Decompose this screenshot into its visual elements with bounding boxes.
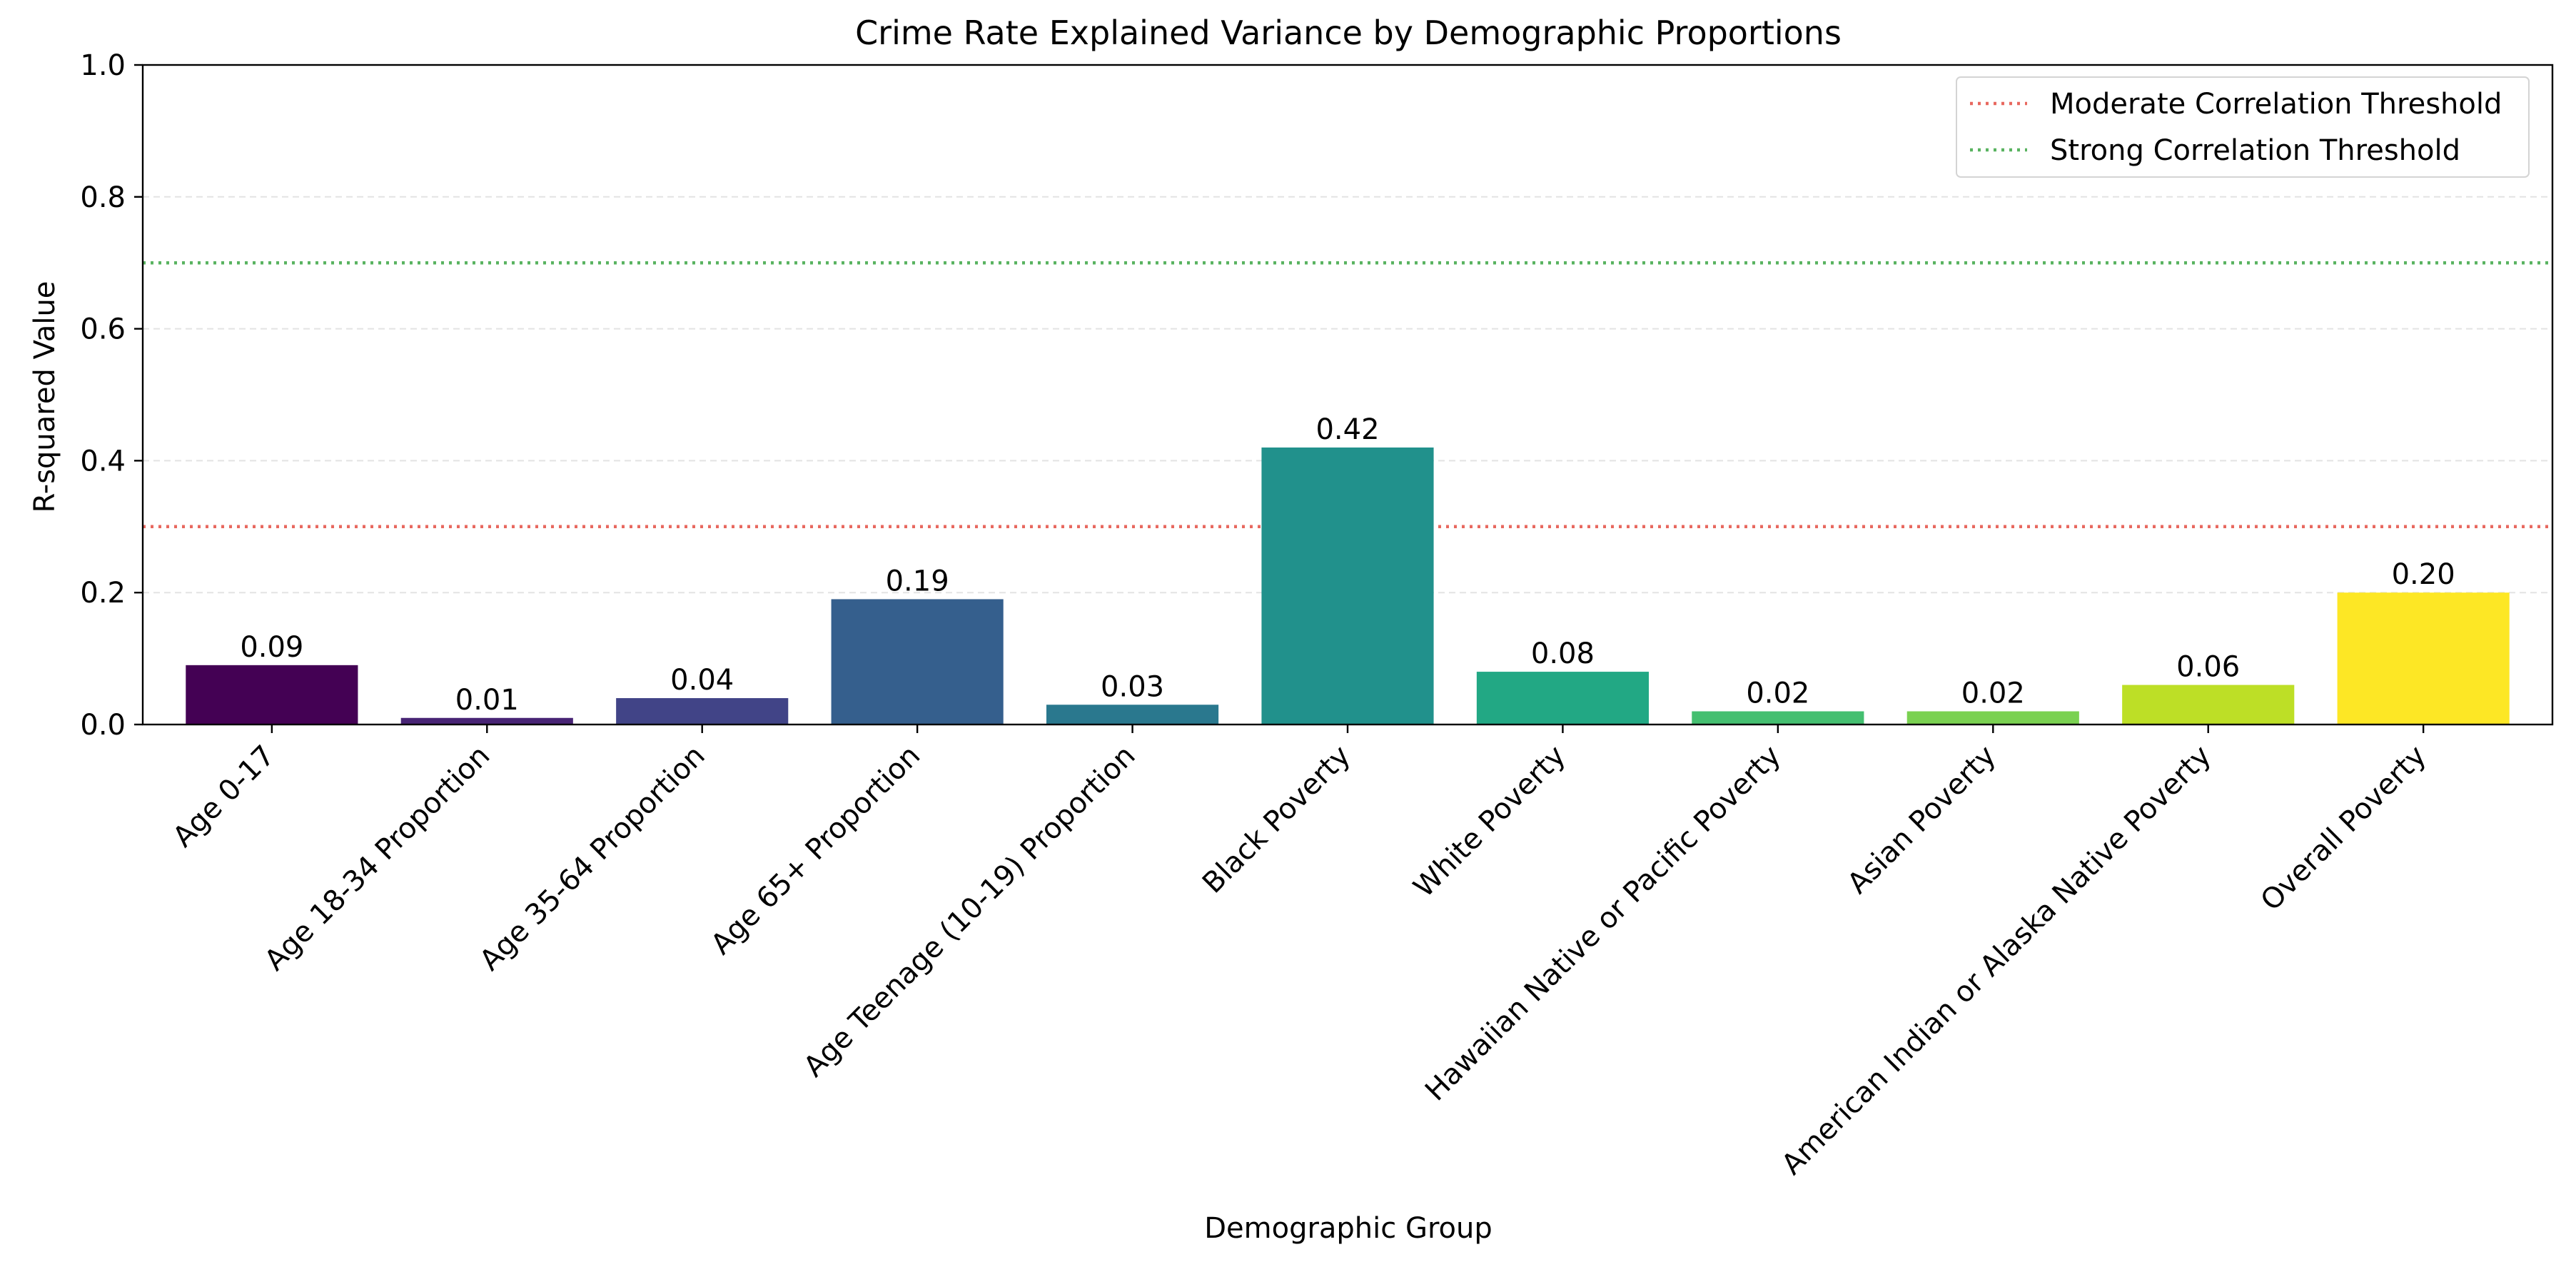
bar-value-label: 0.19: [886, 565, 949, 597]
legend-label-strong: Strong Correlation Threshold: [2050, 134, 2460, 167]
bar-value-label: 0.08: [1531, 637, 1595, 670]
bars: [186, 447, 2510, 725]
chart-title: Crime Rate Explained Variance by Demogra…: [855, 14, 1842, 52]
bar: [2122, 685, 2295, 725]
bar: [1906, 711, 2079, 725]
bar-value-label: 0.42: [1315, 413, 1379, 446]
y-tick-label: 0.2: [80, 577, 126, 610]
bar-value-label: 0.03: [1101, 670, 1164, 703]
bar: [1261, 447, 1434, 725]
y-tick-label: 0.0: [80, 709, 126, 742]
bar: [1476, 672, 1649, 725]
bar: [2337, 592, 2510, 725]
legend: Moderate Correlation Threshold Strong Co…: [1956, 76, 2530, 178]
legend-box: [1956, 76, 2530, 178]
bar: [616, 698, 789, 725]
y-tick-label: 0.6: [80, 313, 126, 346]
y-tick-label: 0.8: [80, 181, 126, 214]
bar-value-label: 0.01: [455, 684, 519, 717]
bar: [400, 717, 573, 725]
bar-value-label: 0.02: [1746, 677, 1809, 710]
reference-lines: [143, 261, 2552, 529]
bar-value-label: 0.20: [2392, 558, 2455, 591]
y-axis-label: R-squared Value: [29, 281, 61, 513]
bar-value-label: 0.04: [670, 664, 734, 697]
bar: [831, 599, 1004, 725]
bar: [186, 665, 358, 725]
y-tick-label: 1.0: [80, 49, 126, 82]
y-axis-ticks: 0.0 0.2 0.4 0.6 0.8 1.0: [80, 49, 143, 742]
y-tick-label: 0.4: [80, 445, 126, 478]
bar-value-label: 0.02: [1961, 677, 2025, 710]
legend-label-moderate: Moderate Correlation Threshold: [2050, 88, 2502, 121]
bar-value-label: 0.09: [240, 631, 303, 664]
x-axis-label: Demographic Group: [1204, 1212, 1492, 1245]
value-labels: 0.09 0.01 0.04 0.19 0.03 0.42 0.08 0.02 0.02 0.06…: [240, 413, 2455, 717]
bar: [1692, 711, 1864, 725]
bar-value-label: 0.06: [2176, 651, 2240, 684]
bar: [1046, 705, 1219, 725]
